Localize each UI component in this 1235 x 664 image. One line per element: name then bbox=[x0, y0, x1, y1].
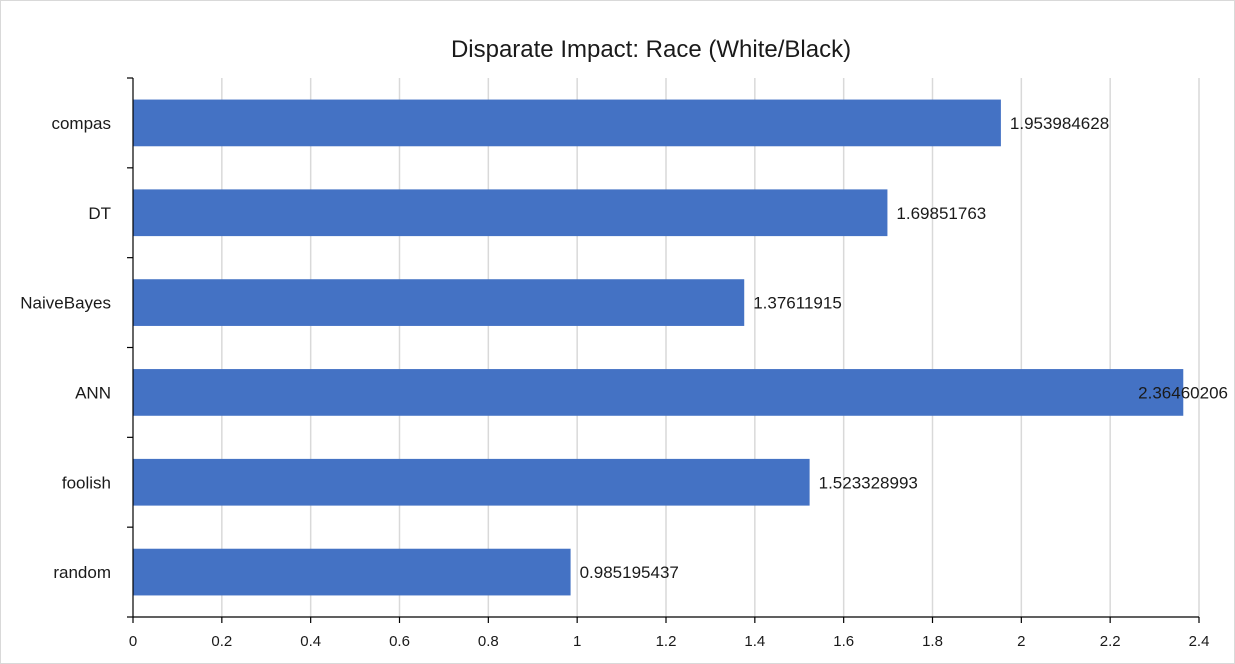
x-tick-label: 2.4 bbox=[1189, 633, 1210, 650]
bar-foolish bbox=[133, 458, 810, 506]
x-tick-label: 1.4 bbox=[744, 633, 765, 650]
x-tick-label: 2.2 bbox=[1100, 633, 1121, 650]
bar-DT bbox=[133, 189, 888, 237]
axes bbox=[127, 77, 1200, 623]
x-tick-label: 0 bbox=[129, 633, 137, 650]
x-tick-label: 1.2 bbox=[656, 633, 677, 650]
chart-title: Disparate Impact: Race (White/Black) bbox=[451, 36, 851, 63]
x-tick-label: 2 bbox=[1017, 633, 1025, 650]
gridlines bbox=[221, 78, 1200, 617]
category-label: NaiveBayes bbox=[20, 294, 111, 313]
labels: 0 0.2 0.4 0.6 0.8 1 1.2 1.4 1.6 1.8 2 2.2 2.4 compas 1… bbox=[20, 114, 1228, 650]
data-label: 1.37611915 bbox=[753, 294, 842, 313]
x-tick-label: 0.6 bbox=[389, 633, 410, 650]
bar-NaiveBayes bbox=[133, 279, 745, 326]
category-label: foolish bbox=[62, 473, 111, 492]
category-label: compas bbox=[51, 114, 111, 133]
x-tick-label: 1.8 bbox=[922, 633, 943, 650]
bar-ANN bbox=[133, 369, 1184, 416]
category-label: random bbox=[53, 563, 111, 582]
x-tick-label: 0.2 bbox=[211, 633, 232, 650]
data-label: 2.36460206 bbox=[1138, 383, 1228, 402]
bar-compas bbox=[133, 99, 1001, 147]
bars bbox=[133, 99, 1184, 596]
data-label: 1.523328993 bbox=[819, 473, 918, 492]
bar-random bbox=[133, 548, 571, 596]
x-tick-label: 0.4 bbox=[300, 633, 321, 650]
data-label: 0.985195437 bbox=[580, 563, 679, 582]
category-label: ANN bbox=[75, 383, 111, 402]
data-label: 1.69851763 bbox=[896, 204, 986, 223]
category-label: DT bbox=[88, 204, 111, 223]
x-tick-label: 1 bbox=[573, 633, 581, 650]
x-tick-label: 1.6 bbox=[833, 633, 854, 650]
data-label: 1.953984628 bbox=[1010, 114, 1109, 133]
x-tick-label: 0.8 bbox=[478, 633, 499, 650]
